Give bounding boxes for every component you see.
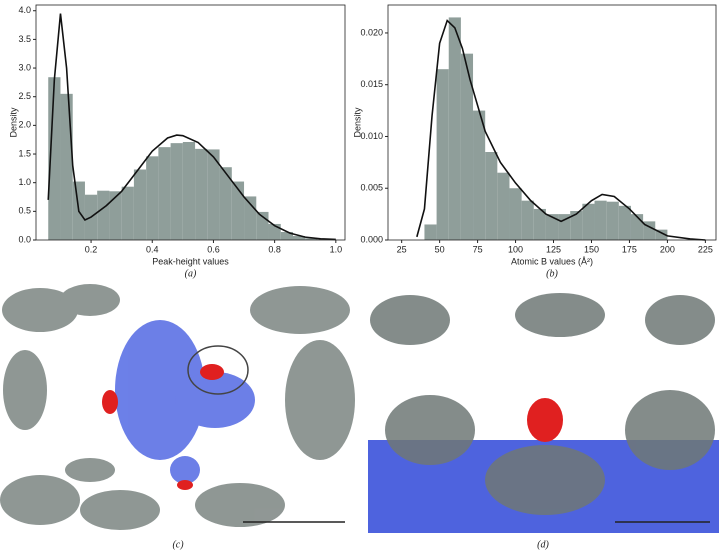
panel-c-image [0, 283, 355, 533]
protein-lattice [0, 284, 355, 530]
circle-marker [187, 345, 249, 395]
y-tick-label: 0.020 [360, 27, 383, 37]
bar [158, 147, 171, 240]
y-tick-label: 4.0 [18, 5, 31, 15]
bar [533, 208, 546, 240]
y-axis-label: Density [8, 107, 18, 138]
bar [60, 93, 73, 240]
bar [146, 156, 159, 240]
x-tick-label: 1.0 [330, 244, 343, 254]
x-tick-label: 0.2 [85, 244, 98, 254]
bar [473, 110, 486, 240]
bar [195, 148, 208, 240]
panel-label: (a) [185, 268, 197, 279]
bar [231, 181, 245, 240]
x-tick-label: 100 [508, 244, 523, 254]
x-tick-label: 150 [584, 244, 599, 254]
density-curve [47, 13, 336, 241]
x-tick-label: 0.6 [207, 244, 220, 254]
bar [292, 235, 306, 240]
x-axis-label: Atomic B values (Å²) [511, 256, 593, 266]
bar [170, 143, 183, 240]
panel-d-image [368, 283, 719, 533]
bar [48, 77, 61, 240]
y-tick-label: 3.5 [18, 34, 31, 44]
bar [97, 190, 110, 240]
bar [448, 17, 461, 240]
bar [460, 53, 474, 240]
y-tick-label: 0.015 [360, 79, 383, 89]
bar [618, 205, 631, 240]
bar [655, 229, 668, 240]
bar [436, 69, 449, 240]
x-tick-label: 200 [660, 244, 675, 254]
x-tick-label: 50 [435, 244, 445, 254]
bar [509, 188, 522, 240]
bar [305, 238, 318, 240]
x-tick-label: 225 [698, 244, 713, 254]
bar [545, 214, 559, 240]
highlight [102, 364, 224, 490]
bar [570, 211, 583, 240]
y-tick-label: 0.005 [360, 183, 383, 193]
y-tick-label: 2.0 [18, 120, 31, 130]
bar [594, 200, 607, 240]
y-tick-label: 0.0 [18, 234, 31, 244]
y-tick-label: 0.5 [18, 206, 31, 216]
bar [606, 201, 619, 240]
x-tick-label: 175 [622, 244, 637, 254]
bar [424, 224, 437, 240]
bar [109, 191, 122, 240]
bar [485, 152, 498, 240]
bar [630, 214, 644, 240]
y-tick-label: 1.0 [18, 177, 31, 187]
bar [207, 149, 220, 240]
bar [497, 172, 510, 240]
protein-lattice [370, 293, 715, 515]
highlight [527, 398, 563, 442]
y-tick-label: 3.0 [18, 62, 31, 72]
x-axis-label: Peak-height values [152, 256, 229, 266]
y-tick-label: 2.5 [18, 91, 31, 101]
bar [582, 203, 595, 240]
bar [280, 231, 293, 240]
bar [219, 167, 232, 240]
bar [521, 200, 534, 240]
x-tick-label: 0.8 [268, 244, 281, 254]
panel-label: (b) [546, 268, 558, 279]
axes-frame [35, 4, 346, 241]
bar [121, 186, 134, 240]
y-tick-label: 0.000 [360, 234, 383, 244]
axes-frame [387, 4, 717, 241]
x-tick-label: 75 [473, 244, 483, 254]
bar [133, 169, 147, 240]
x-tick-label: 25 [397, 244, 407, 254]
panel-label: (d) [537, 539, 549, 550]
x-tick-label: 0.4 [146, 244, 159, 254]
y-tick-label: 1.5 [18, 148, 31, 158]
y-axis-label: Density [352, 107, 362, 138]
panel-label: (c) [172, 539, 184, 550]
y-tick-label: 0.010 [360, 131, 383, 141]
density-curve [416, 19, 706, 241]
bar [182, 141, 196, 240]
x-tick-label: 125 [546, 244, 561, 254]
